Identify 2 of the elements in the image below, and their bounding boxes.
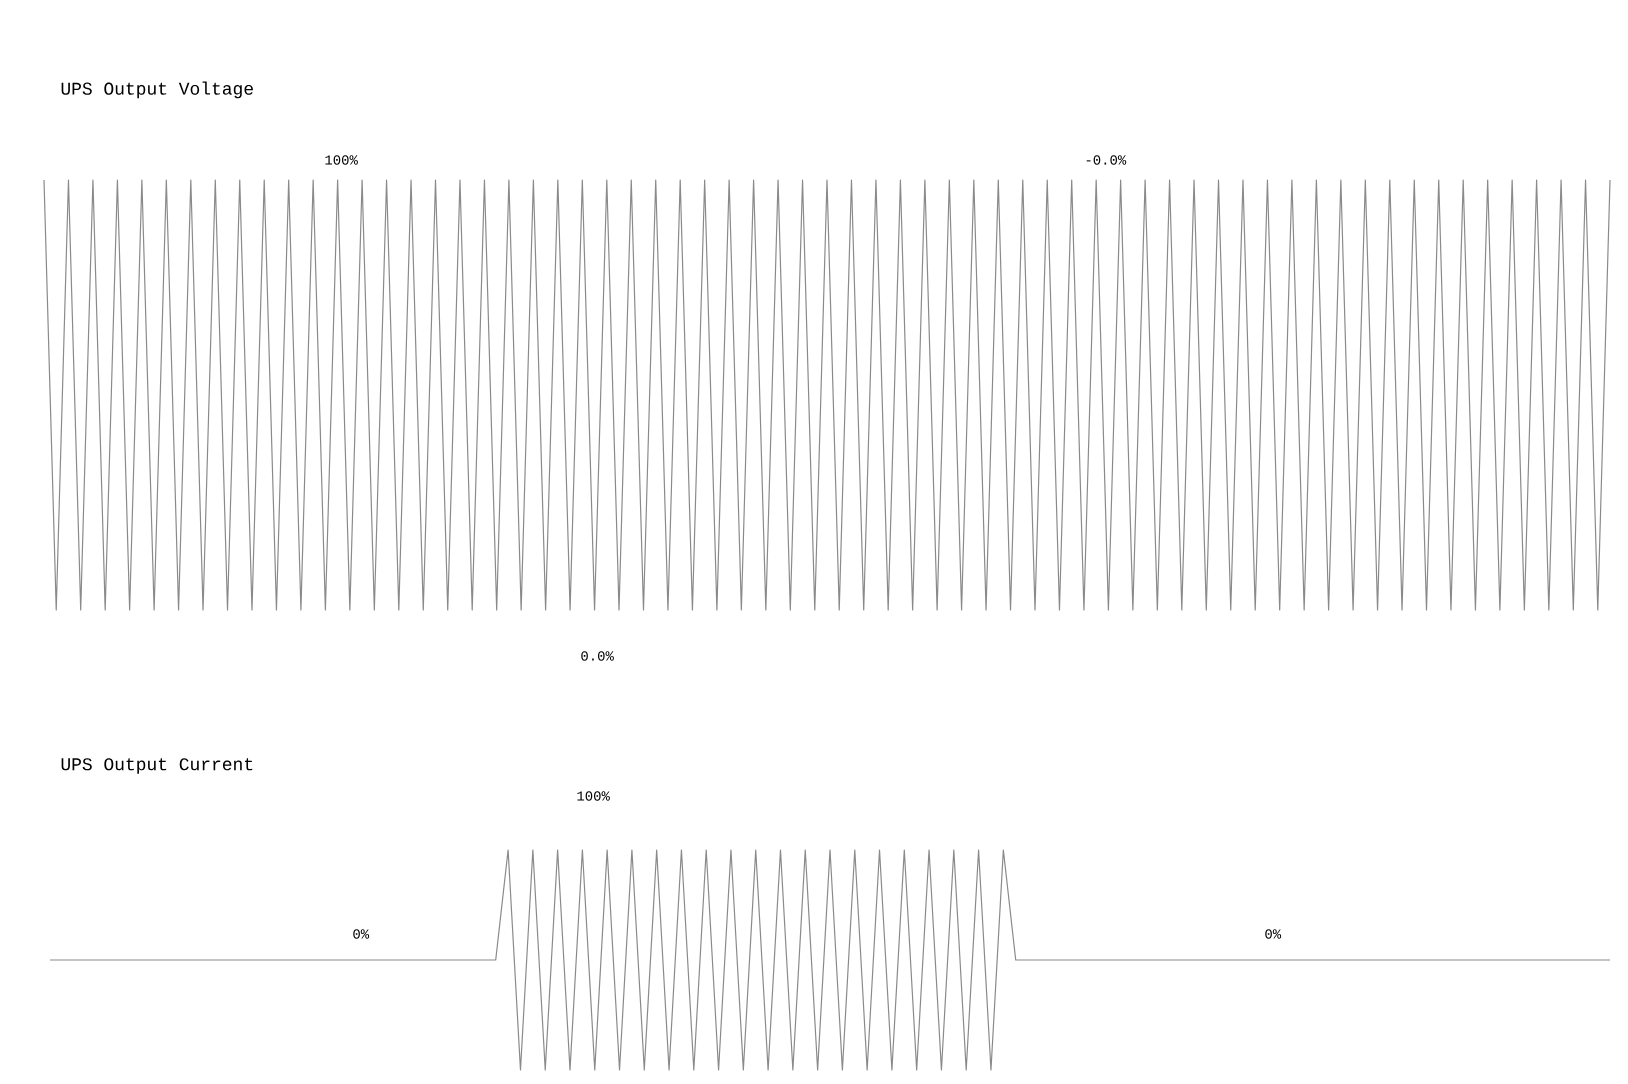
chart-title: UPS Output Voltage <box>61 81 253 99</box>
chart-title: UPS Output Current <box>61 758 253 774</box>
